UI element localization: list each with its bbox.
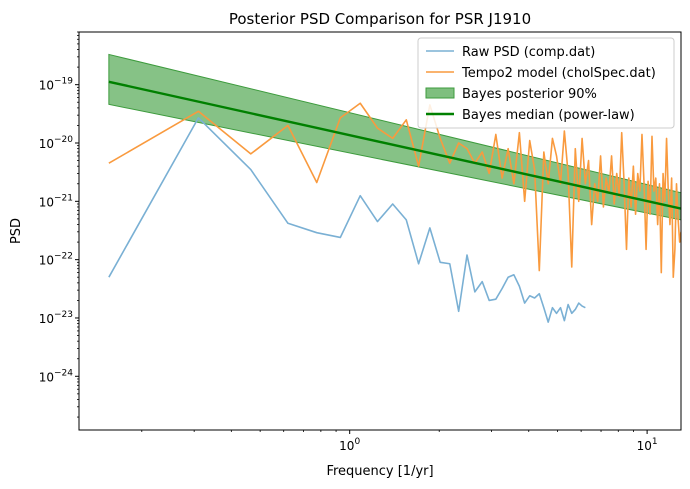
legend: Raw PSD (comp.dat) Tempo2 model (cholSpec… — [417, 37, 675, 129]
chart-title: Posterior PSD Comparison for PSR J1910 — [229, 10, 531, 28]
y-axis-label: PSD — [9, 218, 24, 244]
legend-swatch — [425, 87, 455, 99]
y-tick-label: 10−20 — [39, 135, 74, 151]
y-tick-label: 10−24 — [39, 368, 74, 384]
legend-label: Tempo2 model (cholSpec.dat) — [461, 66, 656, 81]
bayes-median-line — [108, 80, 681, 210]
plot-frame — [78, 31, 682, 431]
posterior-band — [108, 53, 681, 221]
x-tick-label: 100 — [339, 437, 360, 453]
tempo2-model-line — [108, 102, 681, 278]
legend-label: Raw PSD (comp.dat) — [462, 45, 595, 60]
x-tick-label: 101 — [637, 437, 658, 453]
y-tick-label: 10−19 — [39, 77, 74, 93]
y-tick-label: 10−21 — [39, 193, 73, 209]
y-tick-label: 10−23 — [39, 310, 73, 326]
legend-label: Bayes posterior 90% — [462, 87, 597, 102]
legend-box — [417, 37, 675, 129]
legend-label: Bayes median (power-law) — [462, 108, 635, 123]
y-tick-label: 10−22 — [39, 252, 73, 268]
x-axis-label: Frequency [1/yr] — [326, 464, 433, 479]
raw-psd-line — [108, 117, 586, 323]
